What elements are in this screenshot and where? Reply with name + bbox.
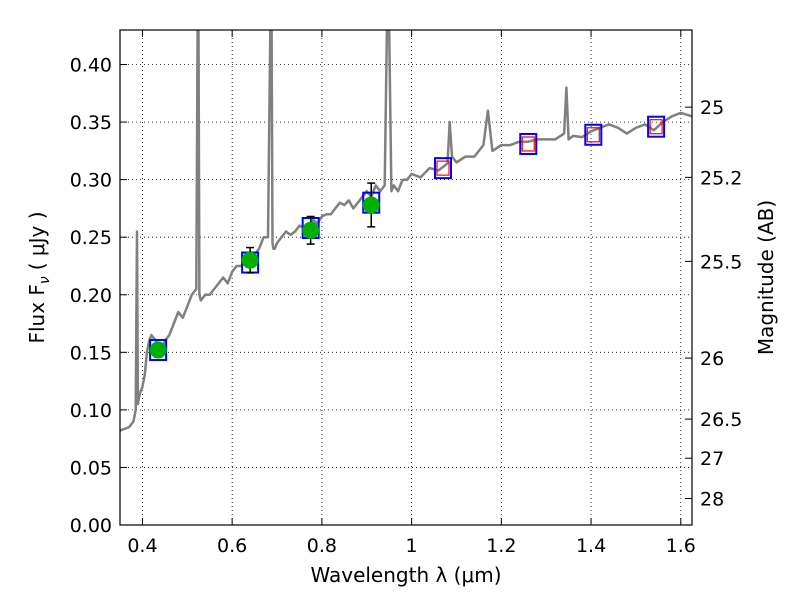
y-tick-label: 0.10 <box>70 400 112 422</box>
y2-axis-label: Magnitude (AB) <box>754 200 778 355</box>
predicted-box <box>649 119 663 135</box>
y-tick-label: 0.15 <box>70 342 112 364</box>
spectrum-line <box>120 30 692 432</box>
spectrum-series <box>120 30 692 432</box>
y-tick-label: 0.05 <box>70 457 112 479</box>
observed-point <box>362 196 380 214</box>
y2-tick-label: 26 <box>700 348 724 370</box>
x-tick-label: 0.6 <box>217 535 247 557</box>
y-tick-label: 0.40 <box>70 55 112 77</box>
x-tick-label: 1 <box>406 535 418 557</box>
predicted-box <box>436 160 450 176</box>
model-box <box>519 132 538 155</box>
predicted-boxes-series <box>436 119 663 176</box>
grid <box>120 30 692 526</box>
y2-tick-label: 27 <box>700 448 724 470</box>
axis-ticks: 0.4 0.6 0.8 1 1.2 1.4 1.6 0.00 0.05 0.10 0.15 0.20 0… <box>70 30 742 557</box>
predicted-box <box>586 127 600 143</box>
y2-tick-label: 25.2 <box>700 167 742 189</box>
y-tick-label: 0.20 <box>70 285 112 307</box>
y-axis-label-unit: ( μJy ) <box>25 211 49 270</box>
observed-point <box>241 251 259 269</box>
model-box <box>584 123 603 146</box>
predicted-box <box>521 136 535 152</box>
observed-point <box>149 341 167 359</box>
observed-point <box>302 221 320 239</box>
y-tick-label: 0.35 <box>70 112 112 134</box>
y2-tick-label: 28 <box>700 489 724 511</box>
model-box <box>434 157 453 180</box>
x-tick-label: 0.8 <box>307 535 337 557</box>
observed-points-series <box>149 182 380 359</box>
y2-tick-label: 25.5 <box>700 251 742 273</box>
plot-frame <box>119 29 693 526</box>
y-tick-label: 0.00 <box>70 515 112 537</box>
x-tick-label: 1.6 <box>666 535 696 557</box>
y-tick-label: 0.25 <box>70 227 112 249</box>
model-boxes-series <box>149 115 666 362</box>
x-axis-label: Wavelength λ (μm) <box>310 563 501 587</box>
y-axis-label-main: Flux F <box>25 284 49 343</box>
x-tick-label: 1.2 <box>486 535 516 557</box>
x-tick-label: 0.4 <box>127 535 157 557</box>
x-tick-label: 1.4 <box>576 535 606 557</box>
y-tick-label: 0.30 <box>70 170 112 192</box>
y-axis-label-subscript: ν <box>37 276 53 284</box>
y2-tick-label: 25 <box>700 97 724 119</box>
y2-tick-label: 26.5 <box>700 409 742 431</box>
model-box <box>647 115 666 138</box>
y-axis-label: Flux Fν ( μJy ) <box>25 211 53 343</box>
